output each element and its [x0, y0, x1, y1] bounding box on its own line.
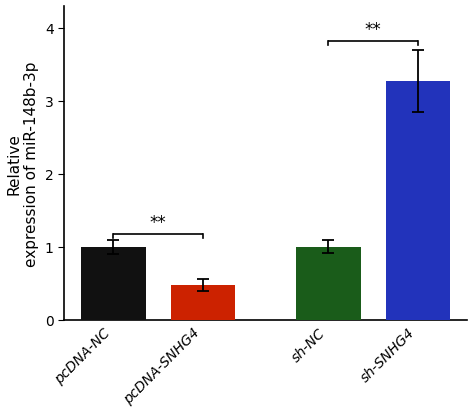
Bar: [296, 247, 361, 320]
Text: **: **: [365, 21, 382, 39]
Bar: [385, 82, 450, 320]
Bar: [81, 247, 146, 320]
Text: **: **: [150, 213, 166, 231]
Bar: [171, 285, 235, 320]
Y-axis label: Relative
expression of miR-148b-3p: Relative expression of miR-148b-3p: [7, 61, 39, 266]
